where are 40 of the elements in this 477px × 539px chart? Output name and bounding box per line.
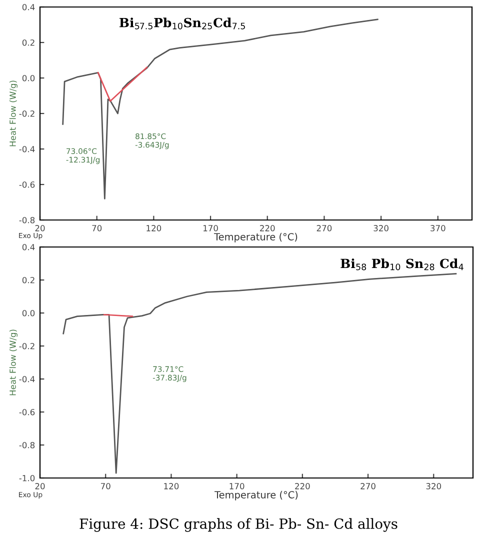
y-tick-label: 0.2 [22,276,34,284]
y-tick-label: 0.0 [22,74,35,82]
y-tick-label: -0.6 [19,181,35,188]
y-axis-title: Heat Flow (W/g) [9,80,18,146]
y-tick-label: -0.8 [19,442,35,448]
y-tick-label: -0.4 [19,146,35,152]
x-tick-label: 70 [92,225,102,232]
x-tick-label: 170 [230,483,244,490]
y-tick-label: -1.0 [19,474,35,482]
x-axis-title: Temperature (°C) [214,490,298,500]
caption: Figure 4: DSC graphs of Bi- Pb- Sn- Cd alloys [80,518,398,532]
y-tick-label: 0.2 [22,39,34,46]
x-axis-title: Temperature (°C) [214,232,298,242]
y-tick-label: -0.6 [19,408,35,416]
x-tick-label: 20 [35,225,45,232]
line-series [97,66,148,102]
x-tick-label: 320 [374,225,388,232]
x-tick-label: 320 [426,483,442,490]
line-series [62,18,378,200]
x-tick-label: 370 [430,225,446,232]
y-tick-label: 0.4 [22,4,35,10]
y-tick-label: 0.0 [22,310,35,316]
y-tick-label: -0.8 [19,216,35,224]
x-tick-label: 20 [35,483,45,490]
text: Bi$_{58}$ Pb$_{10}$ Sn$_{28}$ Cd$_{4}$ [340,258,464,270]
y-tick-label: -0.2 [19,342,34,350]
y-tick-label: 0.4 [22,244,35,250]
text: Bi$_{57.5}$Pb$_{10}$Sn$_{25}$Cd$_{7.5}$ [120,18,245,30]
x-tick-label: 70 [100,483,110,490]
y-axis-title: Heat Flow (W/g) [9,330,18,396]
x-tick-label: 220 [295,483,310,490]
x-tick-label: 270 [360,483,376,490]
line-series [62,273,457,474]
x-tick-label: 170 [203,225,218,232]
x-tick-label: 220 [260,225,275,232]
y-tick-label: -0.4 [19,376,35,382]
x-tick-label: 270 [316,225,332,232]
y-tick-label: -0.2 [19,110,34,117]
x-tick-label: 120 [164,483,179,490]
x-tick-label: 120 [146,225,162,232]
